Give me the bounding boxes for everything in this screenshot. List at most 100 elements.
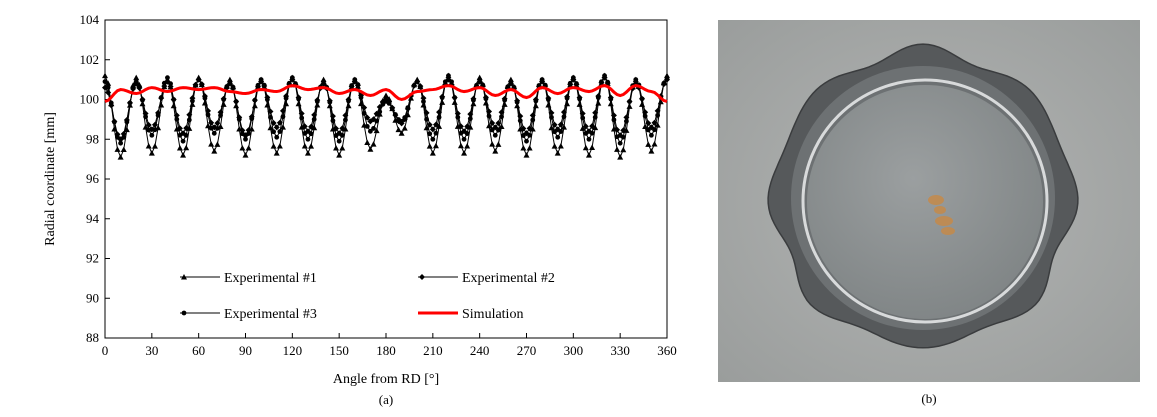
- data-point: [499, 114, 504, 120]
- legend-entry-4: Simulation: [418, 307, 523, 322]
- data-point: [661, 80, 667, 86]
- data-point: [608, 96, 614, 102]
- data-point: [392, 112, 398, 117]
- data-point: [411, 83, 417, 88]
- data-point: [252, 97, 258, 103]
- data-point: [268, 114, 273, 120]
- data-point: [486, 122, 493, 129]
- data-point: [432, 142, 439, 149]
- data-point: [599, 79, 604, 85]
- data-point: [330, 118, 336, 124]
- data-point: [592, 109, 599, 116]
- data-point: [208, 125, 214, 131]
- data-point: [520, 144, 527, 151]
- data-point: [277, 129, 283, 134]
- data-point: [245, 144, 252, 151]
- data-point: [555, 134, 561, 140]
- data-point: [579, 125, 586, 131]
- data-point: [421, 99, 426, 104]
- photo-icon: [718, 20, 1140, 382]
- data-point: [311, 116, 317, 122]
- data-point: [336, 138, 342, 144]
- data-point: [143, 114, 148, 120]
- data-point: [264, 97, 270, 102]
- data-point: [114, 146, 121, 152]
- data-point: [305, 136, 311, 142]
- data-point: [567, 80, 573, 86]
- data-point: [311, 124, 318, 131]
- data-point: [145, 142, 152, 149]
- data-point: [489, 127, 495, 133]
- data-point: [651, 140, 658, 147]
- data-point: [218, 113, 223, 118]
- data-point: [339, 144, 346, 151]
- data-point: [180, 152, 187, 158]
- data-point: [327, 99, 333, 105]
- data-point: [580, 115, 586, 121]
- data-point: [190, 98, 195, 104]
- data-point: [564, 95, 570, 101]
- data-point: [352, 77, 358, 83]
- data-point: [111, 119, 117, 125]
- data-point: [549, 114, 554, 120]
- data-point: [560, 124, 567, 130]
- data-point: [402, 115, 408, 120]
- data-point: [582, 144, 589, 151]
- legend-label: Experimental #2: [462, 271, 555, 286]
- data-point: [349, 83, 355, 88]
- data-point: [570, 75, 576, 81]
- x-tick-label: 300: [564, 343, 584, 358]
- data-point: [496, 127, 501, 133]
- data-point: [170, 102, 177, 109]
- data-point: [183, 132, 189, 138]
- data-point: [639, 96, 645, 102]
- data-point: [429, 150, 436, 156]
- data-point: [374, 118, 380, 124]
- legend-label: Experimental #3: [224, 307, 317, 322]
- chart-a: 88 90 92 94 96 98 100 102 104 0 30 60 90 120 150 180 21…: [43, 12, 677, 407]
- data-point: [183, 144, 190, 151]
- data-point: [367, 128, 373, 134]
- data-point: [271, 129, 276, 135]
- data-point: [146, 127, 152, 133]
- data-point: [461, 136, 467, 142]
- cup-base: [807, 85, 1043, 319]
- caption-b-wrap: (b): [718, 0, 1140, 417]
- plot-frame: [104, 19, 668, 339]
- data-point: [457, 142, 464, 149]
- data-point: [251, 102, 258, 109]
- data-point: [151, 143, 158, 149]
- data-point: [121, 134, 127, 140]
- data-point: [249, 116, 255, 122]
- data-point: [592, 114, 598, 120]
- data-point: [577, 96, 582, 102]
- data-point: [642, 123, 649, 129]
- data-point: [389, 105, 395, 111]
- data-point: [645, 127, 651, 133]
- data-point: [614, 146, 621, 152]
- y-axis-ticks: 88 90 92 94 96 98 100 102 104: [80, 12, 110, 345]
- data-point: [554, 150, 561, 156]
- data-point: [108, 100, 114, 106]
- data-point: [158, 95, 164, 100]
- data-point: [342, 112, 349, 119]
- data-point: [605, 79, 611, 85]
- data-point: [489, 141, 496, 147]
- data-point: [551, 143, 558, 149]
- data-point: [314, 99, 320, 104]
- data-point: [589, 130, 595, 136]
- data-point: [186, 117, 192, 123]
- data-point: [298, 110, 305, 117]
- data-point: [602, 73, 607, 79]
- legend-marker: [181, 274, 187, 280]
- legend-label: Experimental #1: [224, 271, 317, 286]
- data-point: [333, 133, 339, 138]
- data-point: [273, 150, 280, 156]
- data-point: [140, 97, 145, 103]
- data-point: [358, 95, 364, 100]
- x-tick-label: 210: [423, 343, 443, 358]
- data-point: [439, 95, 445, 101]
- y-tick-label: 100: [80, 92, 100, 107]
- data-point: [426, 143, 433, 149]
- y-axis-title: Radial coordinate [mm]: [43, 112, 58, 246]
